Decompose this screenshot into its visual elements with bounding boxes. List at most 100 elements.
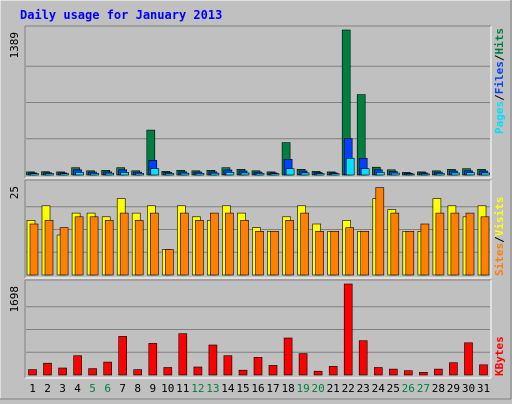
bar-pages-day-21	[330, 173, 340, 176]
bar-sites-day-13	[210, 212, 219, 276]
bar-sites-day-22	[345, 227, 355, 276]
bar-kbytes-day-22	[343, 283, 353, 376]
bar-kbytes-day-24	[373, 367, 383, 376]
bar-pages-day-19	[300, 172, 310, 176]
bar-sites-day-9	[150, 212, 159, 276]
bar-sites-day-19	[300, 212, 309, 276]
x-tick-label: 24	[372, 382, 386, 395]
bar-kbytes-day-2	[43, 362, 52, 376]
bar-pages-day-3	[60, 173, 69, 176]
legend-hits: Pages/Files/Hits	[493, 28, 506, 134]
legend-entry-visits: Visits	[493, 197, 506, 237]
legend-separator: /	[493, 236, 506, 243]
panel-visits: 25 Sites/Visits	[8, 179, 506, 279]
legend-visits: Sites/Visits	[493, 197, 506, 277]
bar-kbytes-day-26	[403, 370, 413, 376]
bar-kbytes-day-25	[388, 368, 398, 376]
x-tick-label: 14	[221, 382, 235, 395]
chart-title: Daily usage for January 2013	[20, 8, 222, 22]
x-tick-label: 16	[251, 382, 264, 395]
bar-kbytes-day-13	[208, 344, 218, 376]
bar-kbytes-day-8	[133, 369, 142, 376]
bar-kbytes-day-17	[268, 365, 278, 376]
bar-sites-day-14	[225, 212, 234, 276]
x-tick-label: 27	[417, 382, 430, 395]
x-tick-label: 18	[281, 382, 294, 395]
bar-kbytes-day-1	[28, 369, 37, 376]
bar-kbytes-day-29	[449, 362, 458, 376]
bar-sites-day-24	[375, 187, 385, 276]
bar-kbytes-day-9	[148, 343, 158, 376]
bar-pages-day-30	[466, 172, 475, 176]
bar-sites-day-27	[420, 223, 430, 276]
panel-max-label: 1389	[8, 32, 21, 59]
x-tick-label: 13	[206, 382, 219, 395]
x-tick-label: 9	[149, 382, 156, 395]
bar-pages-day-15	[240, 172, 250, 176]
bar-kbytes-day-15	[238, 369, 248, 376]
bar-sites-day-15	[240, 220, 249, 276]
bar-kbytes-day-14	[223, 355, 233, 376]
bar-sites-day-16	[255, 231, 264, 276]
bar-pages-day-29	[451, 172, 460, 176]
bar-kbytes-day-7	[118, 336, 127, 376]
bar-pages-day-16	[255, 173, 265, 176]
bar-pages-day-4	[75, 172, 84, 176]
bar-kbytes-day-31	[479, 364, 488, 376]
x-tick-label: 5	[89, 382, 96, 395]
bar-pages-day-6	[105, 172, 114, 176]
panel-hits: 1389 Pages/Files/Hits	[8, 25, 506, 179]
bar-kbytes-day-18	[283, 337, 293, 376]
bar-pages-day-14	[225, 172, 235, 176]
bar-pages-day-7	[120, 172, 129, 176]
x-tick-label: 31	[477, 382, 490, 395]
bar-kbytes-day-27	[419, 371, 428, 376]
bar-kbytes-day-12	[193, 366, 203, 376]
bar-sites-day-26	[405, 231, 415, 276]
bar-sites-day-12	[195, 220, 204, 276]
x-tick-label: 6	[104, 382, 111, 395]
bar-pages-day-18	[285, 168, 295, 176]
legend-separator: /	[493, 94, 506, 101]
x-axis-labels: 1 2 3 4 5 6 7 8 9 10 11 12 13 14 15 16 17 18 19 20 21 22 23 24 2…	[29, 382, 490, 395]
bar-sites-day-30	[465, 212, 475, 276]
bar-pages-day-27	[421, 173, 430, 176]
x-tick-label: 25	[387, 382, 400, 395]
x-tick-label: 15	[236, 382, 249, 395]
bar-pages-day-8	[135, 173, 144, 176]
legend-entry-sites: Sites	[493, 243, 506, 276]
legend-kbytes: KBytes	[493, 336, 506, 376]
bar-sites-day-29	[450, 212, 460, 276]
bar-pages-day-31	[481, 172, 490, 176]
legend-entry-pages: Pages	[493, 101, 506, 134]
x-tick-label: 19	[296, 382, 309, 395]
bar-kbytes-day-16	[253, 356, 263, 376]
x-tick-label: 8	[134, 382, 141, 395]
bar-kbytes-day-28	[434, 368, 443, 376]
bar-pages-day-23	[360, 168, 370, 176]
bar-sites-day-18	[285, 220, 294, 276]
x-tick-label: 3	[59, 382, 66, 395]
bar-kbytes-day-20	[313, 370, 323, 376]
bar-pages-day-20	[315, 173, 325, 176]
bar-pages-day-9	[150, 168, 160, 176]
panel-max-label: 25	[8, 186, 21, 199]
bar-pages-day-13	[210, 172, 220, 176]
bar-sites-day-4	[74, 216, 84, 276]
x-tick-label: 26	[402, 382, 415, 395]
bar-sites-day-2	[44, 220, 54, 276]
bar-sites-day-21	[330, 231, 340, 276]
bar-pages-day-24	[375, 172, 385, 176]
bar-sites-day-25	[390, 212, 400, 276]
bar-kbytes-day-11	[178, 333, 188, 376]
legend-entry-hits: Hits	[493, 28, 506, 55]
bar-sites-day-5	[89, 216, 99, 276]
legend-separator: /	[493, 54, 506, 61]
bar-pages-day-2	[45, 173, 54, 176]
bar-pages-day-11	[180, 172, 190, 176]
bar-kbytes-day-30	[464, 342, 473, 376]
x-tick-label: 10	[161, 382, 174, 395]
bar-kbytes-day-10	[163, 367, 173, 376]
x-tick-label: 30	[462, 382, 475, 395]
